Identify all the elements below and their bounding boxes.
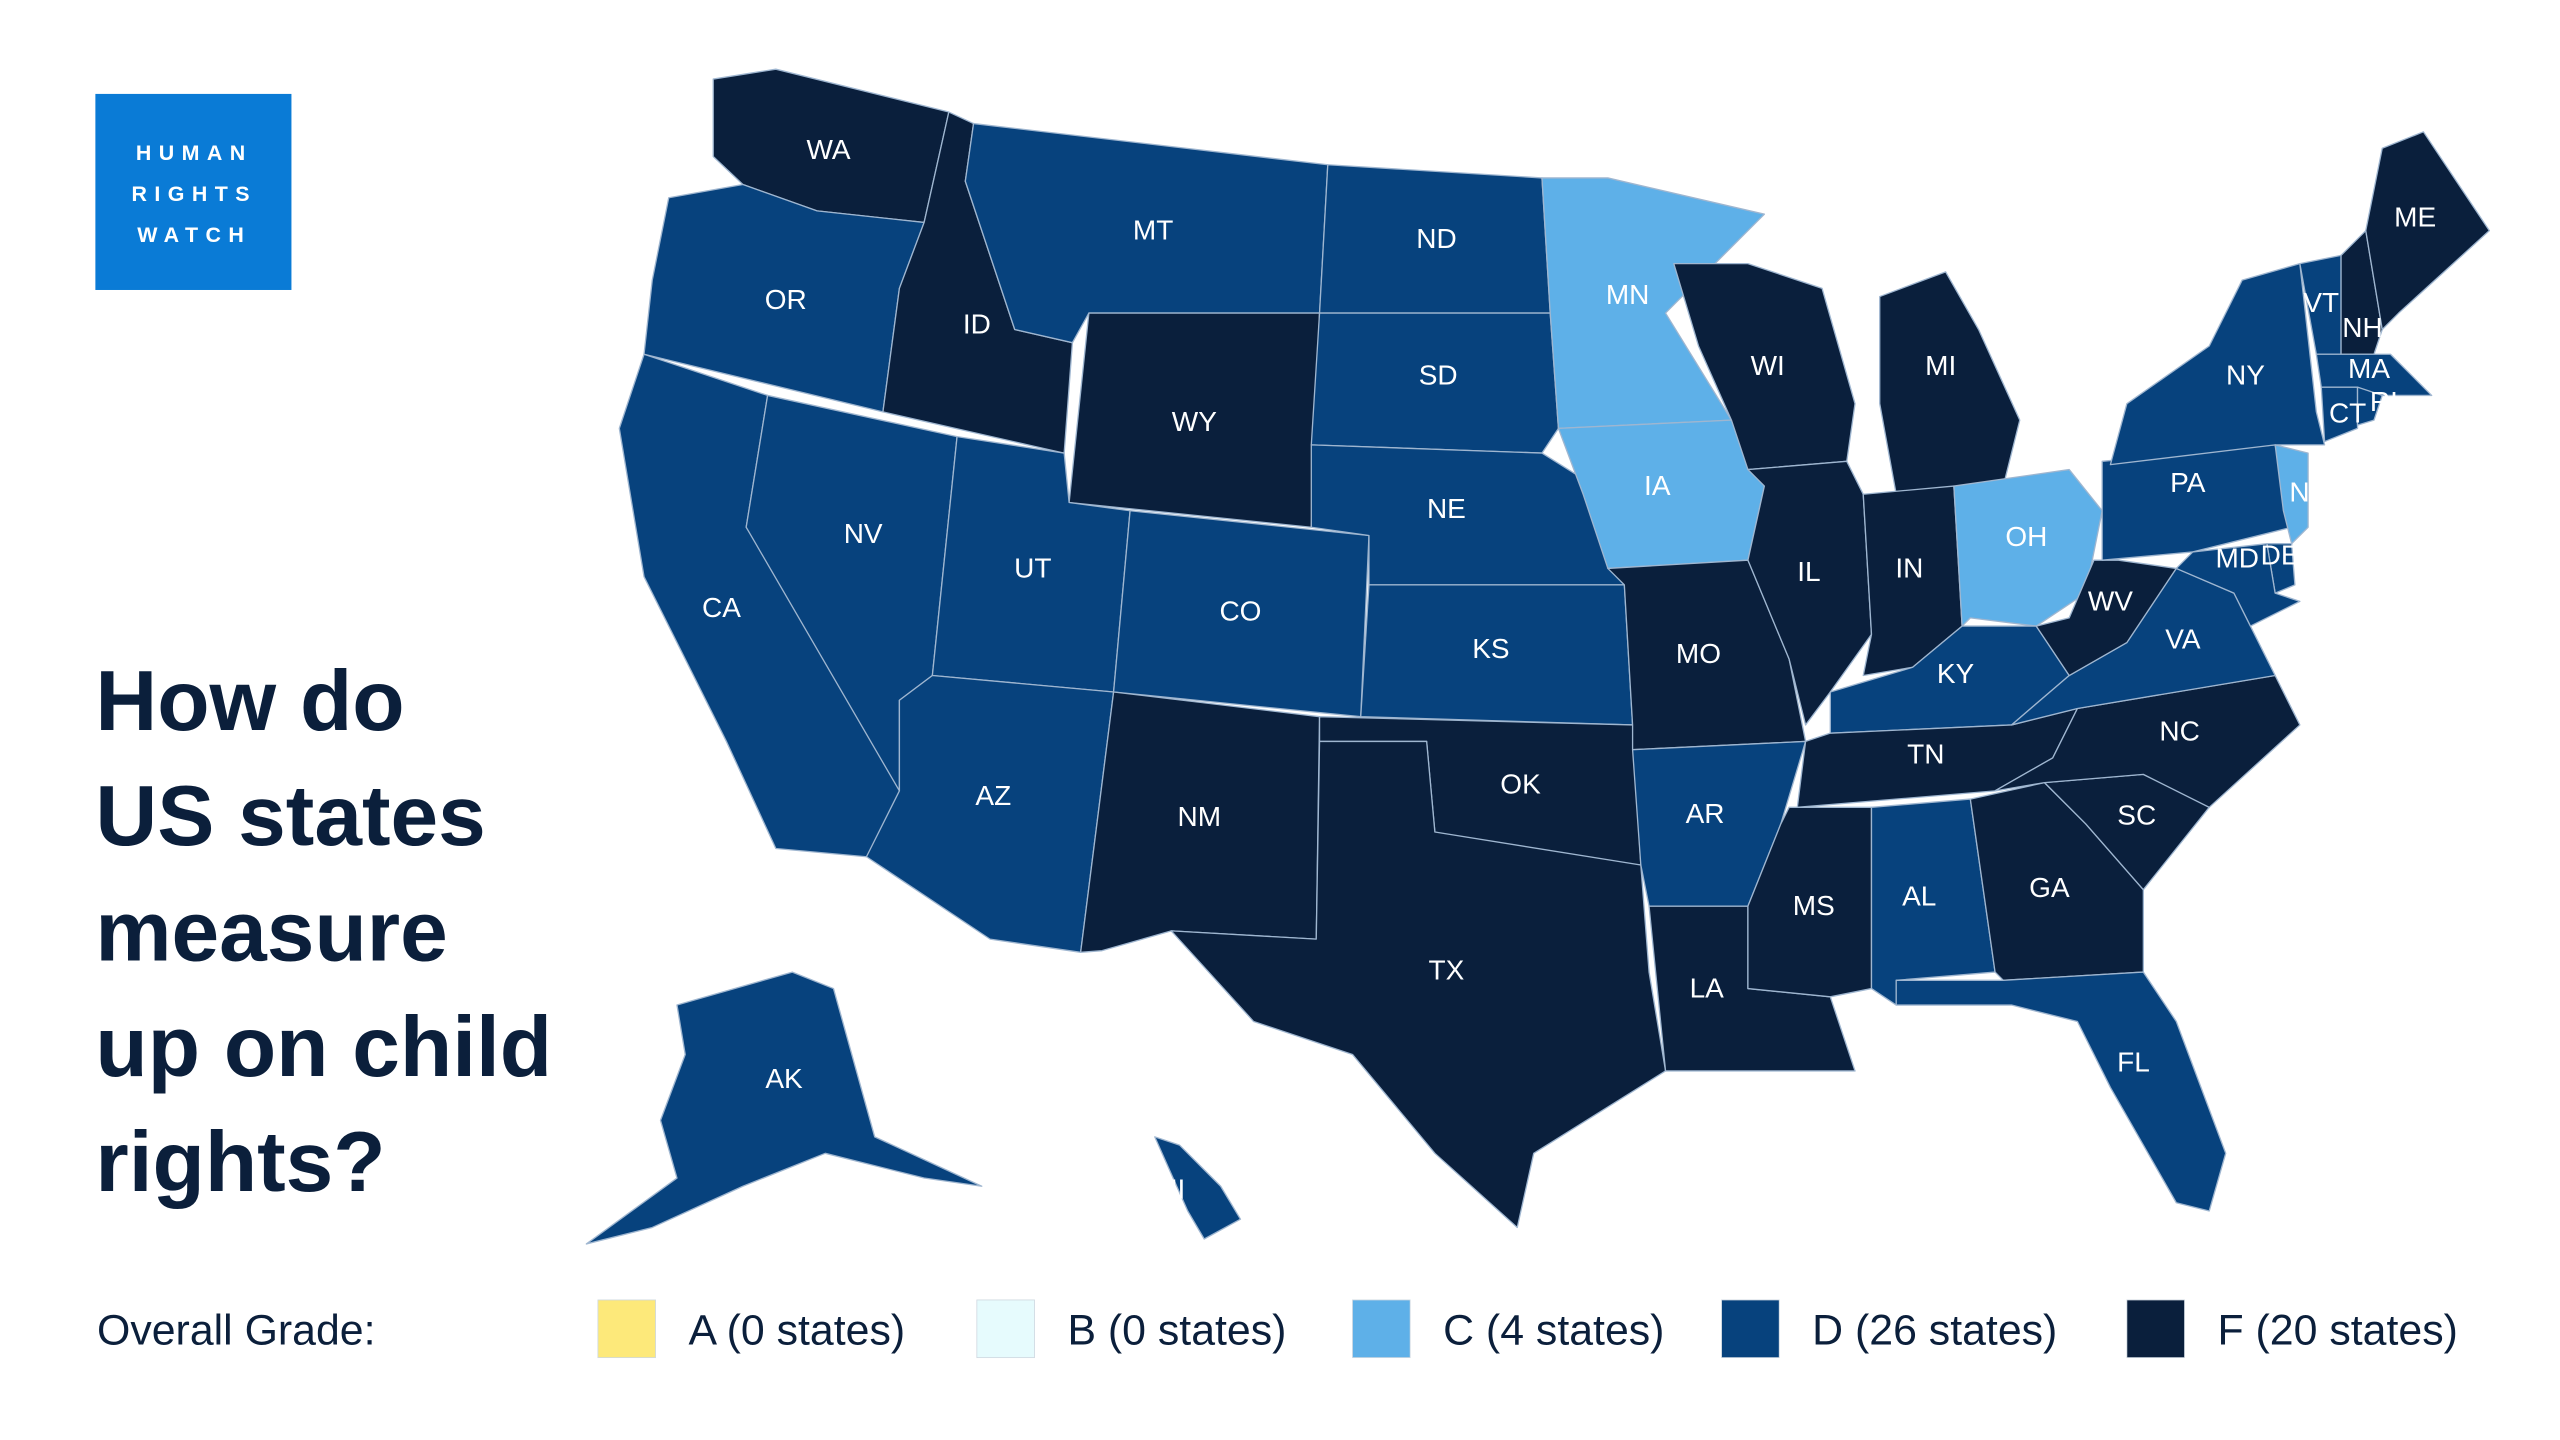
legend-swatch (2126, 1299, 2185, 1359)
state-label: WA (807, 134, 851, 165)
state-label: ID (963, 309, 991, 340)
state-label: AL (1902, 880, 1936, 911)
state-labels: WA OR CA NV ID MT WY UT CO AZ NM ND SD NE KS OK TX MN IA MO… (702, 134, 2436, 1205)
legend-text: F (20 states) (2217, 1306, 2457, 1354)
state (2365, 131, 2490, 331)
state (1895, 971, 2227, 1212)
title-line: How do (95, 653, 404, 749)
legend-swatch (1721, 1299, 1780, 1359)
state-label: VT (2303, 287, 2339, 318)
state-label: TX (1429, 954, 1465, 985)
state-label: OH (2005, 521, 2047, 552)
state-label: MS (1793, 890, 1835, 921)
state-label: RI (2370, 386, 2398, 417)
state-label: VA (2165, 623, 2201, 654)
state-label: MD (2215, 543, 2259, 574)
title-line: US states (95, 768, 485, 864)
state-label: IL (1797, 556, 1820, 587)
logo-text: HUMAN (136, 141, 253, 165)
states (585, 68, 2490, 1245)
state (1170, 740, 1667, 1229)
state (1879, 271, 2021, 495)
state-label: NM (1177, 801, 1221, 832)
state (1310, 312, 1560, 454)
legend-text: A (0 states) (689, 1306, 906, 1354)
state (585, 971, 983, 1245)
state-label: PA (2170, 467, 2206, 498)
legend-text: C (4 states) (1443, 1306, 1664, 1354)
state-label: UT (1014, 552, 1051, 583)
state-label: OK (1500, 768, 1541, 799)
state-label: HI (1157, 1174, 1185, 1205)
legend-swatch (597, 1299, 656, 1359)
state-label: AK (765, 1063, 803, 1094)
state-label: NE (1427, 493, 1466, 524)
state (1154, 1136, 1242, 1240)
state (2175, 543, 2301, 627)
state (1953, 468, 2103, 627)
state-label: CO (1219, 595, 1261, 626)
state-label: MT (1133, 215, 1173, 246)
state-label: CA (702, 592, 741, 623)
state-label: IA (1644, 470, 1671, 501)
logo-box (95, 93, 292, 290)
state-label: KS (1472, 633, 1509, 664)
legend-text: D (26 states) (1812, 1306, 2057, 1354)
state-label: SC (2117, 800, 2156, 831)
title: How do US states measure up on child rights? (95, 653, 552, 1210)
legend: Overall Grade: A (0 states) B (0 states) C … (97, 1299, 2458, 1359)
title-line: measure (95, 884, 447, 980)
state-label: WY (1172, 406, 1217, 437)
state (2035, 559, 2177, 677)
state-label: MI (1925, 350, 1956, 381)
legend-swatch (1352, 1299, 1411, 1359)
state-label: NV (844, 518, 883, 549)
legend-label: Overall Grade: (97, 1306, 376, 1354)
state-label: CT (2329, 398, 2366, 429)
state-label: FL (2117, 1047, 2150, 1078)
state (2109, 262, 2326, 466)
state (2274, 444, 2309, 545)
logo-text: RIGHTS (132, 182, 257, 206)
state-label: ME (2394, 202, 2436, 233)
state (865, 674, 1115, 953)
state-label: ND (1416, 223, 1456, 254)
title-line: up on child (95, 999, 552, 1095)
legend-swatch (976, 1299, 1035, 1359)
state (1994, 674, 2301, 808)
state-label: SD (1419, 360, 1458, 391)
state-label: IN (1895, 552, 1923, 583)
state-label: KY (1937, 658, 1975, 689)
state (2320, 386, 2359, 443)
state-label: NC (2159, 716, 2199, 747)
logo: HUMAN RIGHTS WATCH (132, 141, 257, 247)
state (1747, 460, 1873, 726)
state-label: MA (2348, 353, 2390, 384)
title-line: rights? (95, 1114, 385, 1210)
state (2340, 230, 2383, 355)
state-label: GA (2029, 872, 2070, 903)
state-label: DE (2261, 539, 2300, 570)
legend-text: B (0 states) (1067, 1306, 1286, 1354)
state-label: TN (1907, 739, 1944, 770)
state-label: AR (1686, 798, 1725, 829)
state (2356, 386, 2383, 426)
state-label: OR (765, 284, 807, 315)
state-label: WI (1751, 350, 1785, 381)
state-label: AZ (975, 780, 1011, 811)
state-label: NJ (2289, 477, 2323, 508)
state-label: WV (2088, 585, 2133, 616)
state-label: MO (1676, 638, 1721, 669)
state-label: NH (2342, 312, 2382, 343)
state-label: MN (1606, 279, 1650, 310)
state-label: LA (1690, 973, 1725, 1004)
logo-text: WATCH (137, 223, 251, 247)
state (2315, 353, 2433, 397)
state-label: NY (2226, 360, 2265, 391)
state (1541, 177, 1766, 430)
